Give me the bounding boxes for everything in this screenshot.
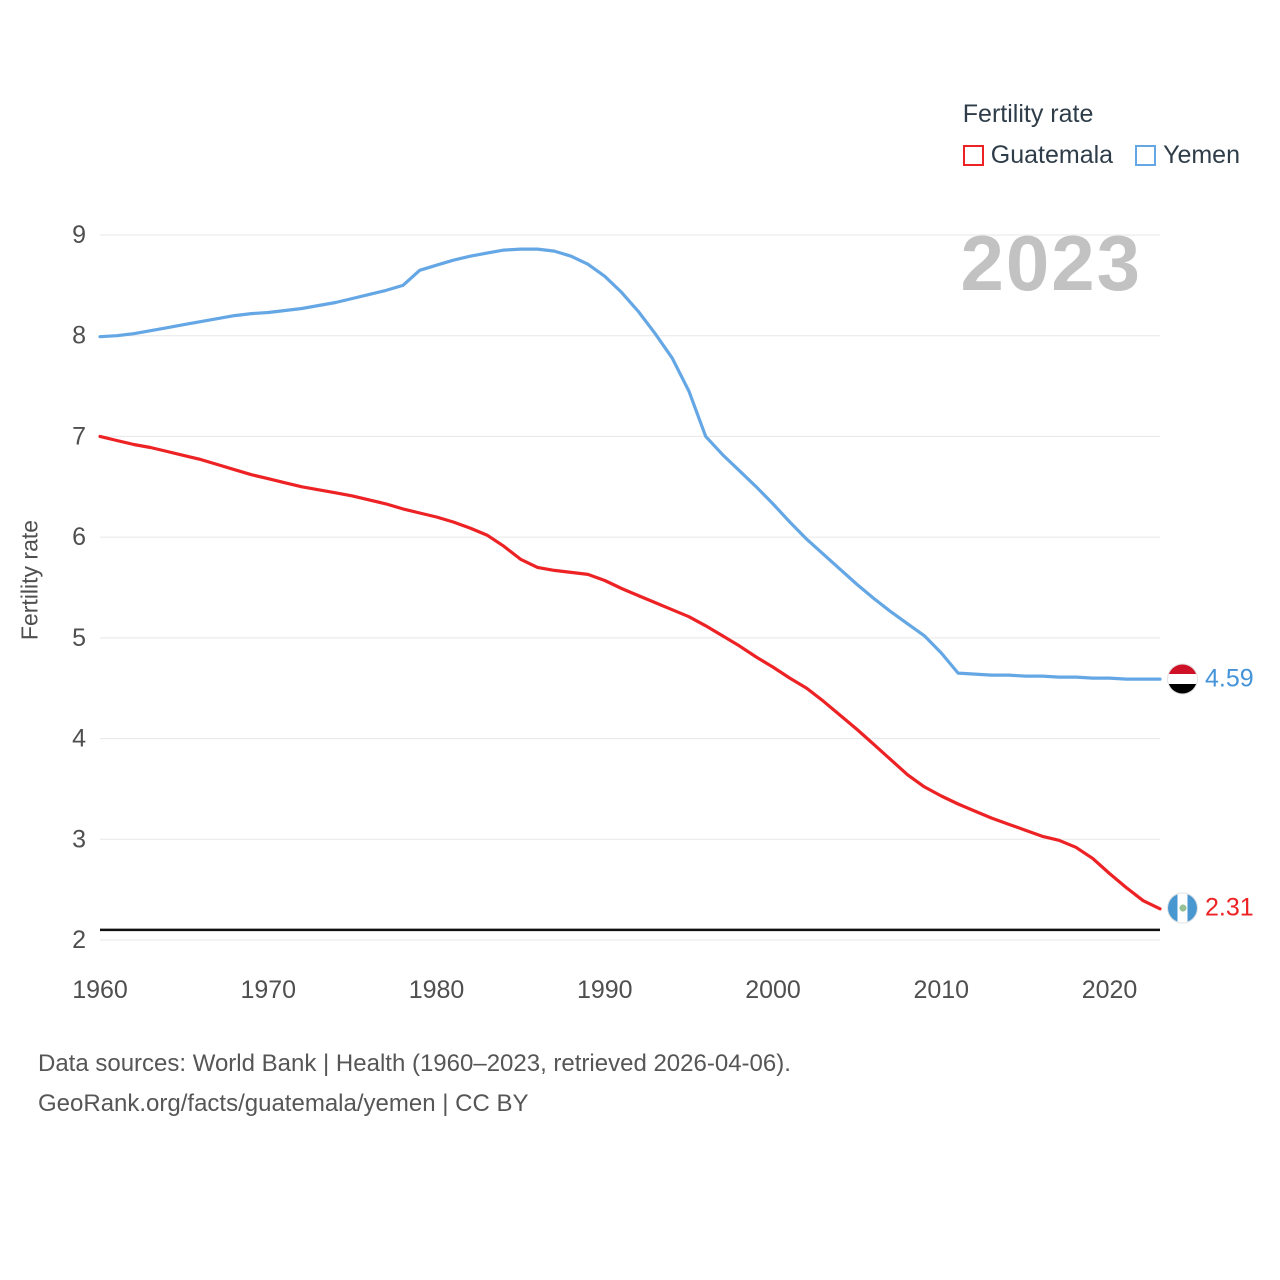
- yemen-flag-icon: [1168, 664, 1197, 694]
- guatemala-end-value: 2.31: [1205, 893, 1254, 922]
- y-tick-label-6: 6: [72, 523, 86, 551]
- x-tick-label-2010: 2010: [913, 976, 969, 1004]
- series-line-guatemala[interactable]: [98, 434, 1162, 911]
- y-tick-label-9: 9: [72, 221, 86, 249]
- x-tick-label-1980: 1980: [409, 976, 465, 1004]
- footer: Data sources: World Bank | Health (1960–…: [38, 1044, 791, 1124]
- x-tick-label-1990: 1990: [577, 976, 633, 1004]
- footer-attribution: GeoRank.org/facts/guatemala/yemen | CC B…: [38, 1090, 529, 1117]
- yemen-end-value: 4.59: [1205, 664, 1254, 693]
- y-axis-title: Fertility rate: [16, 519, 43, 641]
- end-label-yemen: 4.59: [1168, 664, 1254, 694]
- x-tick-label-2000: 2000: [745, 976, 801, 1004]
- y-tick-label-2: 2: [72, 926, 86, 954]
- y-tick-label-4: 4: [72, 725, 86, 753]
- y-tick-label-7: 7: [72, 422, 86, 450]
- year-watermark: 2023: [960, 219, 1142, 307]
- y-tick-label-5: 5: [72, 624, 86, 652]
- legend-title: Fertility rate: [962, 100, 1094, 128]
- x-tick-label-1960: 1960: [72, 976, 128, 1004]
- guatemala-flag-icon: [1168, 893, 1197, 923]
- y-tick-label-8: 8: [72, 322, 86, 350]
- end-label-guatemala: 2.31: [1168, 893, 1254, 923]
- legend-label-yemen: Yemen: [1163, 141, 1240, 169]
- guatemala-swatch-icon: [962, 145, 984, 166]
- x-tick-label-1970: 1970: [240, 976, 296, 1004]
- series-line-yemen[interactable]: [98, 247, 1162, 681]
- chart-legend: Fertility rate Guatemala Yemen: [962, 100, 1240, 170]
- y-tick-label-3: 3: [72, 825, 86, 853]
- x-tick-label-2020: 2020: [1082, 976, 1138, 1004]
- legend-label-guatemala: Guatemala: [990, 141, 1114, 169]
- footer-data-sources: Data sources: World Bank | Health (1960–…: [38, 1050, 791, 1077]
- legend-item-guatemala[interactable]: Guatemala: [962, 141, 1114, 170]
- legend-item-yemen[interactable]: Yemen: [1135, 141, 1240, 170]
- yemen-swatch-icon: [1135, 145, 1157, 166]
